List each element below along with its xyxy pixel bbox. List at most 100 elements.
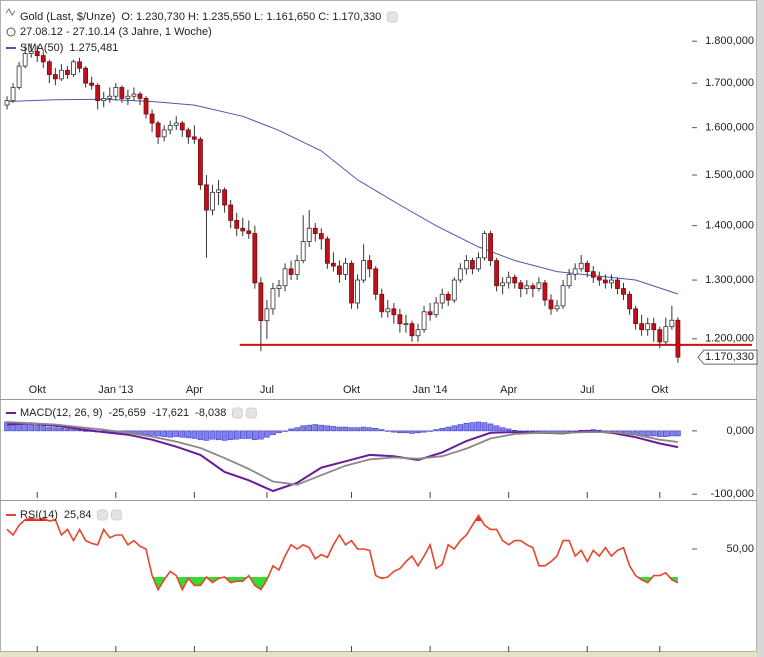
macd-histogram-bar	[52, 427, 59, 432]
candle-body	[22, 53, 28, 67]
y-tick-label: 1.800,000	[705, 35, 754, 47]
macd-title: MACD(12, 26, 9)	[20, 407, 103, 419]
candle-body	[675, 319, 681, 358]
x-tick-label: Okt	[651, 384, 668, 396]
candle-body	[470, 260, 475, 270]
macd-histogram-bar	[378, 429, 385, 432]
macd-histogram-bar	[620, 430, 627, 433]
macd-histogram-bar	[264, 430, 270, 438]
candle-body	[578, 262, 584, 270]
candle-body	[379, 293, 385, 313]
macd-histogram-bar	[403, 430, 409, 434]
y-tick-label: 1.200,000	[705, 333, 754, 345]
x-tick-label: Apr	[186, 384, 203, 396]
candle-body	[482, 233, 487, 259]
macd-histogram-bar	[34, 424, 41, 432]
candle-body	[427, 311, 433, 316]
candle-body	[615, 279, 620, 289]
x-tick-label: Okt	[343, 384, 360, 396]
macd-histogram-bar	[155, 430, 161, 437]
macd-histogram-bar	[288, 428, 294, 432]
x-tick-label: Okt	[29, 384, 46, 396]
candle-body	[282, 268, 288, 287]
candle-body	[276, 285, 282, 289]
candle-body	[669, 319, 675, 328]
candle-body	[240, 227, 246, 232]
rsi-line	[6, 513, 679, 592]
macd-histogram-bar	[457, 424, 464, 432]
macd-histogram-bar	[318, 424, 325, 432]
sma-legend: SMA(50)	[20, 42, 63, 54]
macd-histogram-bar	[384, 430, 391, 432]
candle-body	[318, 233, 324, 240]
candle-body	[584, 262, 590, 273]
macd-histogram-bar	[336, 426, 343, 432]
y-tick-label: -100,000	[711, 488, 754, 500]
macd-histogram-bar	[487, 423, 494, 432]
candle-body	[506, 276, 512, 284]
macd-histogram-bar	[330, 426, 337, 432]
candle-body	[560, 285, 566, 307]
candle-body	[324, 238, 330, 264]
macd-histogram-bar	[294, 427, 300, 432]
signal-line	[6, 421, 679, 486]
macd-histogram-bar	[312, 424, 319, 432]
candle-body	[500, 282, 506, 287]
rsi-title: RSI(14)	[20, 509, 58, 521]
settings-icon	[96, 509, 108, 521]
candle-body	[391, 308, 397, 316]
macd-histogram-bar	[40, 425, 47, 432]
macd-histogram-bar	[505, 428, 512, 432]
x-tick-label: Apr	[500, 384, 517, 396]
settings-icon	[231, 407, 243, 419]
candle-body	[179, 122, 185, 131]
candle-body	[627, 293, 632, 310]
candle-body	[222, 189, 228, 206]
macd-histogram-bar	[650, 430, 657, 437]
candle-body	[300, 241, 306, 261]
candle-body	[34, 51, 40, 57]
macd-histogram-bar	[4, 421, 10, 432]
macd-histogram-bar	[644, 430, 651, 437]
candle-body	[494, 260, 499, 287]
candle-body	[451, 279, 457, 301]
macd-histogram-bar	[342, 426, 349, 432]
candle-body	[312, 227, 318, 234]
macd-histogram-bar	[82, 430, 89, 432]
candle-body	[337, 265, 342, 275]
x-tick-label: Jul	[260, 384, 274, 396]
candle-body	[566, 274, 572, 287]
candle-body	[204, 184, 209, 211]
macd-histogram-bar	[511, 429, 518, 432]
candle-body	[77, 61, 82, 69]
candle-body	[331, 262, 336, 267]
settings-icon	[386, 11, 398, 23]
candle-body	[409, 323, 415, 337]
macd-histogram-bar	[300, 425, 306, 432]
candle-body	[457, 268, 463, 281]
legend-range: 27.08.12 - 27.10.14 (3 Jahre, 1 Woche)	[20, 26, 212, 38]
candle-body	[657, 329, 663, 343]
x-tick-label: Jul	[580, 384, 594, 396]
candle-body	[4, 100, 10, 106]
macd-histogram-bar	[64, 428, 71, 432]
macd-histogram-bar	[669, 430, 675, 437]
macd-histogram-bar	[221, 430, 228, 441]
macd-histogram-bar	[475, 421, 482, 432]
macd-histogram-bar	[173, 430, 180, 437]
candle-body	[439, 293, 445, 304]
candle-body	[445, 293, 451, 301]
bottom-strip	[0, 652, 757, 657]
macd-histogram-bar	[149, 430, 155, 436]
macd-histogram-bar	[499, 427, 506, 432]
candle-body	[530, 285, 536, 289]
right-strip	[757, 0, 764, 657]
macd-histogram-bar	[227, 430, 234, 441]
candle-body	[609, 279, 614, 284]
macd-histogram-bar	[656, 430, 663, 437]
candle-body	[28, 51, 34, 54]
candle-body	[125, 95, 131, 99]
macd-histogram-bar	[397, 430, 403, 434]
macd-histogram-bar	[360, 426, 367, 432]
